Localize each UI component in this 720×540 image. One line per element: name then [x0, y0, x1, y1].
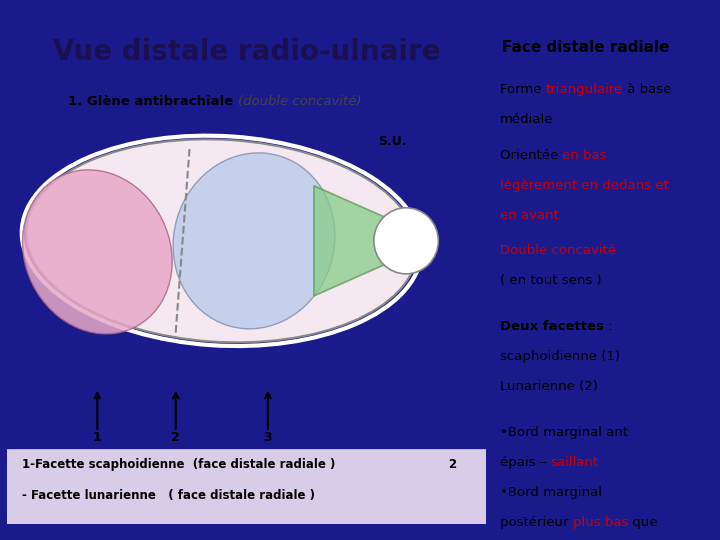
Ellipse shape [27, 139, 417, 342]
Text: 1-Facette scaphoidienne  (face distale radiale ): 1-Facette scaphoidienne (face distale ra… [22, 458, 335, 471]
Text: •Bord marginal: •Bord marginal [500, 485, 602, 498]
Text: épais –: épais – [500, 456, 551, 469]
Text: postérieur: postérieur [500, 516, 572, 529]
Text: •Bord marginal ant: •Bord marginal ant [500, 426, 628, 438]
Text: Face distale radiale: Face distale radiale [502, 39, 670, 55]
Polygon shape [314, 186, 438, 296]
Text: - Facette lunarienne   ( face distale radiale ): - Facette lunarienne ( face distale radi… [22, 489, 315, 502]
Text: Vue distale radio-ulnaire: Vue distale radio-ulnaire [53, 38, 441, 66]
Text: Orientée: Orientée [500, 148, 562, 161]
Text: saillant: saillant [551, 456, 598, 469]
Text: en avant: en avant [500, 209, 559, 222]
Text: S.U.: S.U. [378, 135, 407, 148]
Text: médiale: médiale [500, 113, 554, 126]
Ellipse shape [22, 170, 172, 334]
Text: légèrement en dedans et: légèrement en dedans et [500, 179, 669, 192]
Text: 3: 3 [264, 431, 272, 444]
Text: Deux facettes: Deux facettes [500, 320, 604, 333]
Text: Forme: Forme [500, 83, 546, 96]
Text: Double concavité: Double concavité [500, 244, 616, 257]
Text: triangulaire: triangulaire [546, 83, 623, 96]
Text: scaphoidienne (1): scaphoidienne (1) [500, 350, 620, 363]
Text: plus bas: plus bas [572, 516, 628, 529]
Ellipse shape [173, 153, 335, 329]
Text: 2: 2 [171, 431, 180, 444]
Text: 1: 1 [93, 431, 102, 444]
Text: (double concavité): (double concavité) [238, 95, 362, 108]
Text: :: : [604, 320, 613, 333]
Text: ( en tout sens ): ( en tout sens ) [500, 274, 601, 287]
Text: Lunarienne (2): Lunarienne (2) [500, 380, 598, 393]
Text: que: que [628, 516, 657, 529]
FancyBboxPatch shape [7, 449, 486, 524]
Ellipse shape [374, 208, 438, 274]
Text: en bas: en bas [562, 148, 607, 161]
Text: à base: à base [623, 83, 671, 96]
Text: 2: 2 [448, 458, 456, 471]
Text: 1. Glène antibrachiale: 1. Glène antibrachiale [68, 95, 238, 108]
